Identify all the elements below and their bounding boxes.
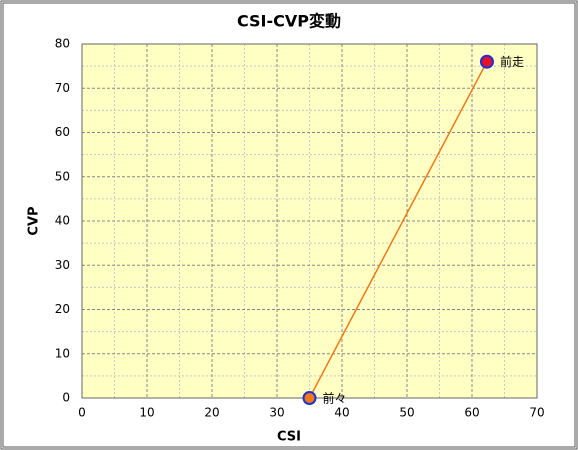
y-tick-label: 30 [55,258,70,272]
x-tick-label: 40 [334,406,349,420]
line [308,61,488,399]
y-tick-label: 60 [55,125,70,139]
x-axis-title: CSI [277,430,301,445]
x-tick-label: 60 [464,406,479,420]
point-label: 前走 [500,54,524,69]
point [302,391,317,405]
point [479,54,494,69]
x-tick-label: 70 [529,406,544,420]
y-tick-label: 40 [55,214,70,228]
chart-title: CSI-CVP変動 [237,12,341,31]
x-tick-label: 0 [78,406,86,420]
y-tick-label: 70 [55,81,70,95]
y-tick-label: 50 [55,169,70,183]
y-tick-label: 80 [55,37,70,51]
x-tick-label: 50 [399,406,414,420]
x-tick-label: 10 [139,406,154,420]
x-tick-label: 30 [269,406,284,420]
x-tick-label: 20 [204,406,219,420]
y-tick-label: 10 [55,346,70,360]
y-tick-label: 20 [55,302,70,316]
y-tick-label: 0 [62,391,70,405]
y-axis-title: CVP [27,206,42,235]
point-label: 前々 [323,391,347,406]
